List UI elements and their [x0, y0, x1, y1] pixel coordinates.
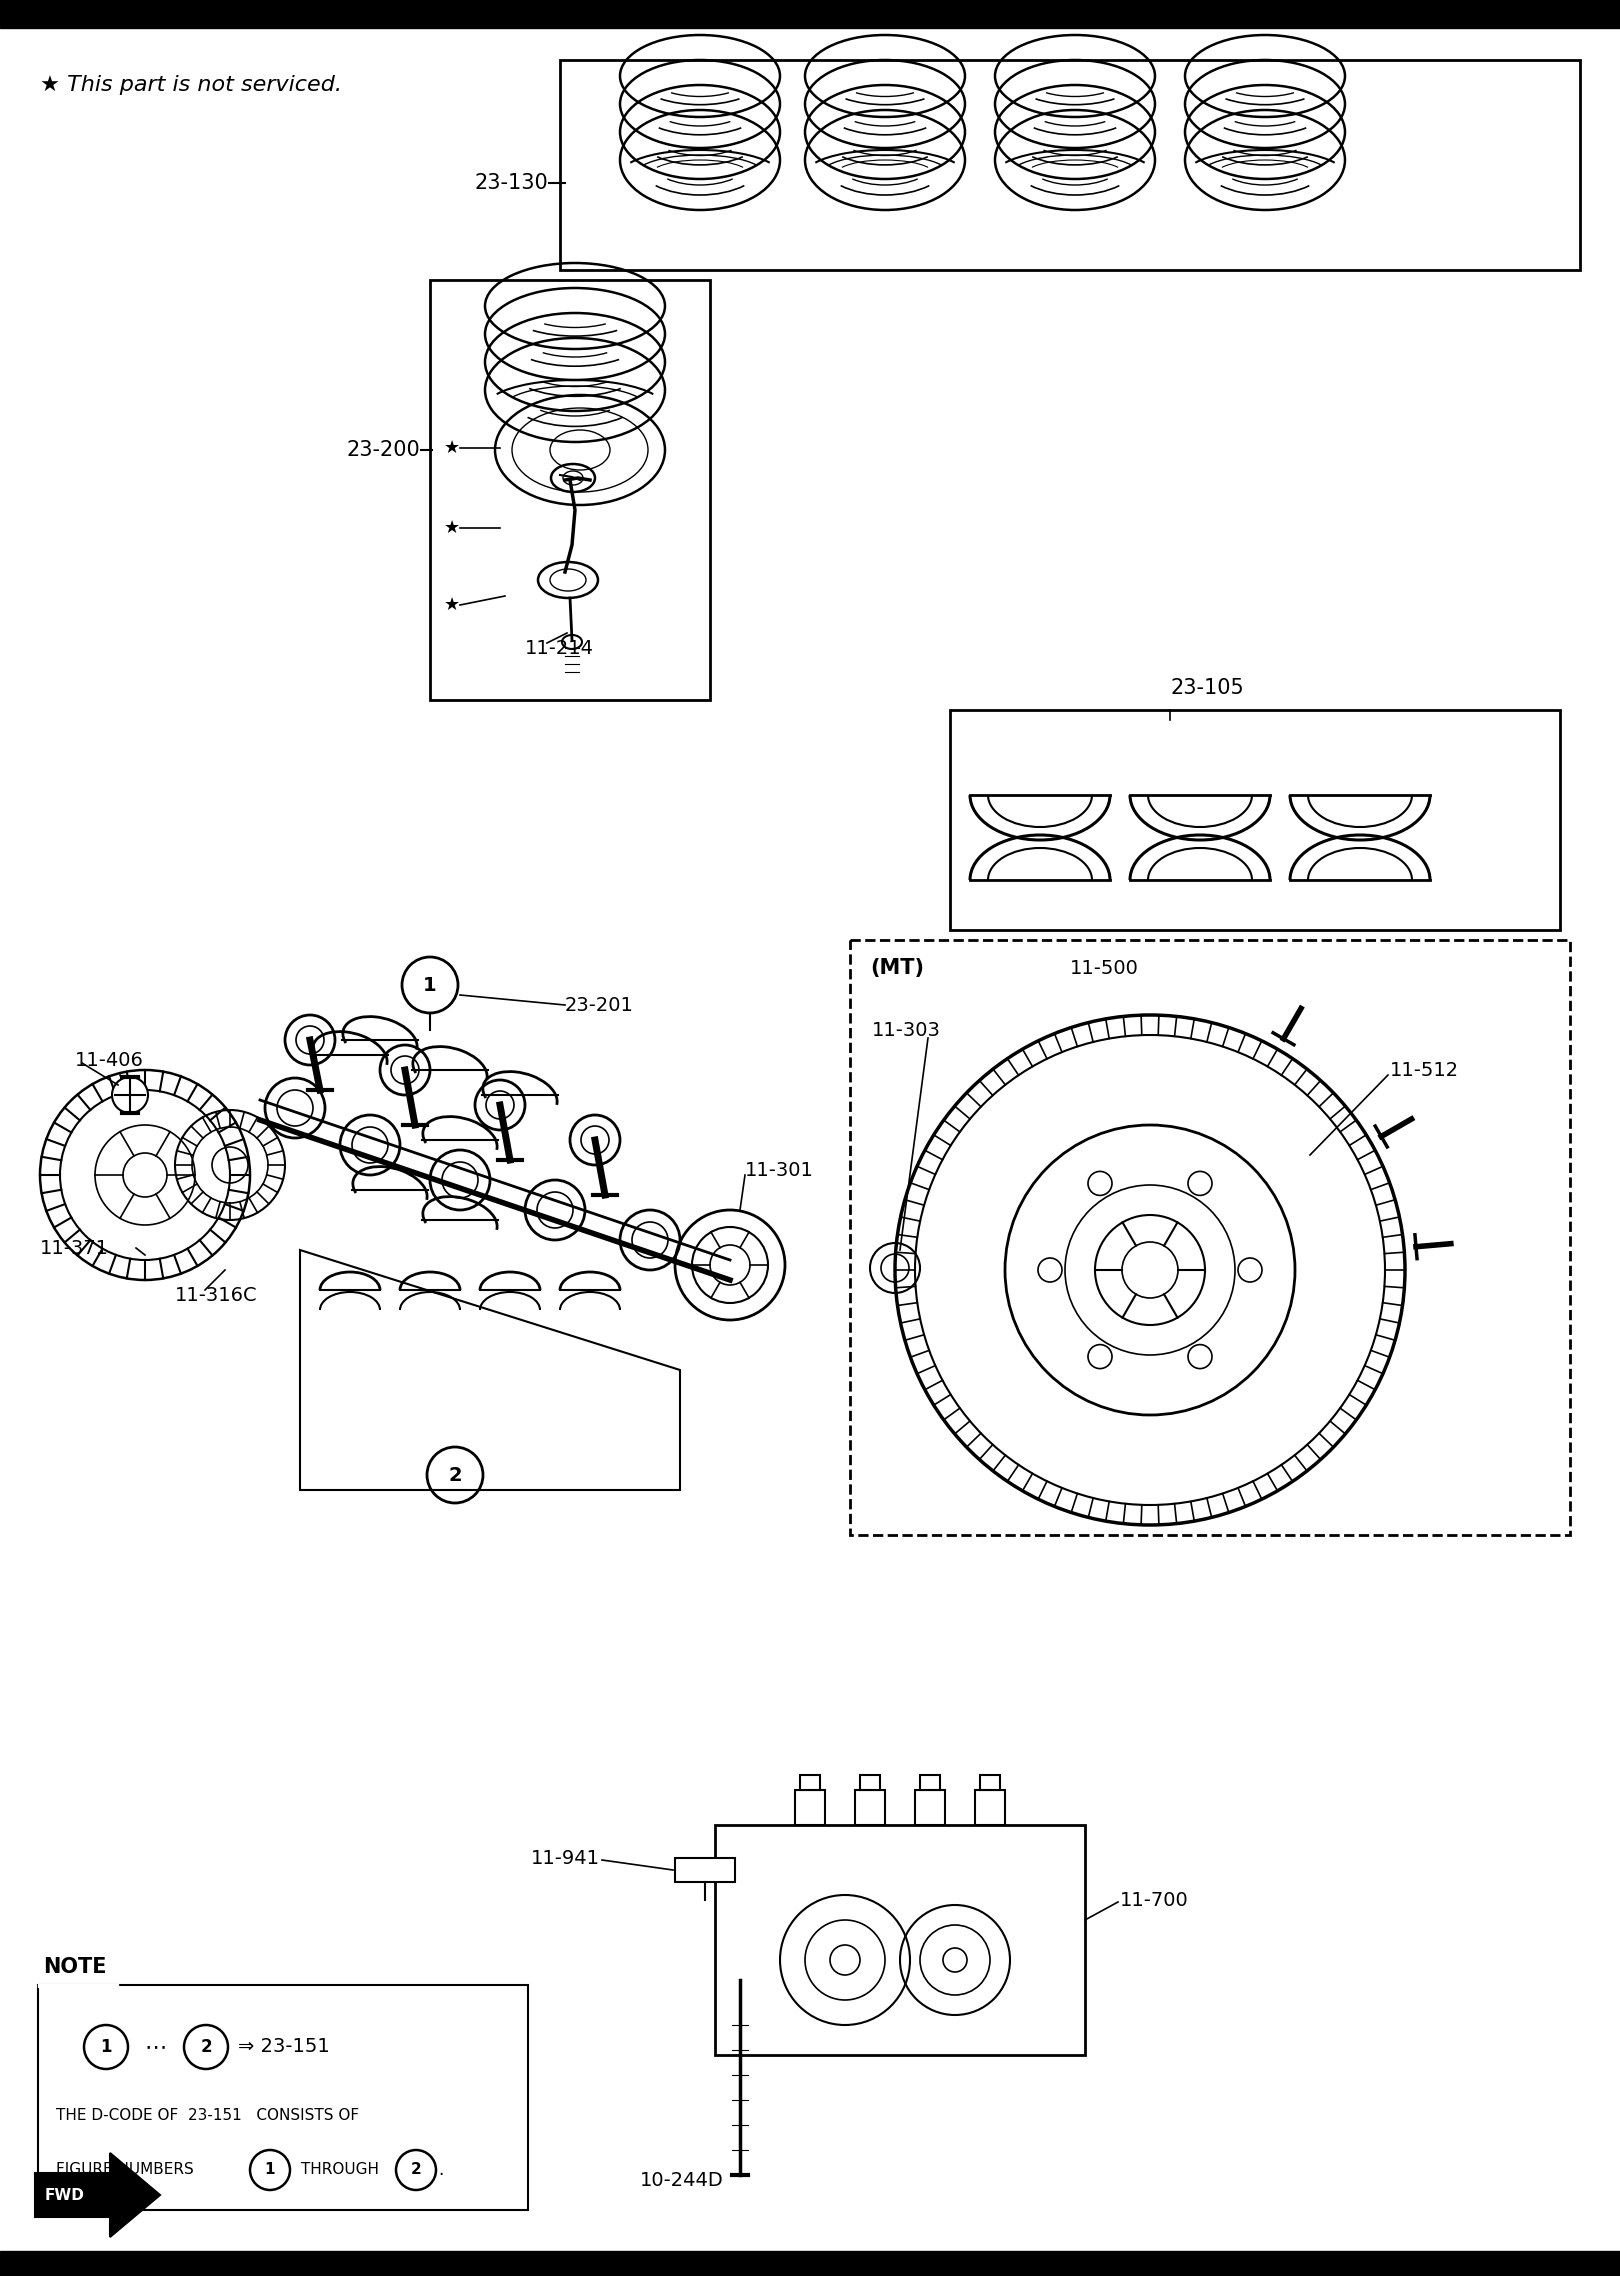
Text: 11-303: 11-303	[872, 1020, 941, 1040]
Bar	[795, 1789, 825, 1825]
Text: 11-371: 11-371	[40, 1238, 109, 1259]
Text: NOTE: NOTE	[44, 1957, 107, 1978]
Bar	[800, 1775, 820, 1789]
Text: 11-512: 11-512	[1390, 1061, 1460, 1079]
Text: 1: 1	[264, 2162, 275, 2178]
Text: 23-130: 23-130	[475, 173, 548, 193]
Polygon shape	[36, 2153, 160, 2237]
Bar	[561, 59, 1580, 271]
Text: (MT): (MT)	[870, 958, 923, 979]
Text: 11-406: 11-406	[75, 1052, 144, 1070]
Bar	[37, 1985, 528, 2210]
Text: 23-200: 23-200	[347, 439, 420, 460]
Bar	[714, 1825, 1085, 2055]
Bar	[850, 940, 1570, 1534]
Text: 11-941: 11-941	[531, 1848, 599, 1869]
Text: ★: ★	[444, 596, 460, 615]
Bar	[920, 1775, 940, 1789]
Text: 2: 2	[449, 1466, 462, 1484]
Text: ★: ★	[444, 519, 460, 537]
Bar	[975, 1789, 1004, 1825]
Text: 11-214: 11-214	[525, 640, 595, 658]
Text: ★: ★	[444, 439, 460, 457]
Text: 1: 1	[423, 976, 437, 995]
Text: 10-244D: 10-244D	[640, 2171, 724, 2190]
Text: 11-301: 11-301	[745, 1161, 813, 1179]
Bar	[915, 1789, 944, 1825]
Text: 2: 2	[201, 2037, 212, 2055]
Bar	[855, 1789, 885, 1825]
Text: THE D-CODE OF  23-151   CONSISTS OF: THE D-CODE OF 23-151 CONSISTS OF	[57, 2108, 360, 2124]
Text: 2: 2	[410, 2162, 421, 2178]
Bar	[980, 1775, 1000, 1789]
Bar	[37, 1985, 118, 1987]
Text: 23-201: 23-201	[565, 995, 633, 1015]
Bar	[860, 1775, 880, 1789]
Text: 11-700: 11-700	[1119, 1891, 1189, 1910]
Bar	[0, 0, 1620, 27]
Circle shape	[112, 1077, 147, 1113]
Text: 11-500: 11-500	[1069, 958, 1139, 976]
Bar	[949, 710, 1560, 931]
Text: FWD: FWD	[45, 2187, 84, 2203]
Bar	[429, 280, 710, 701]
Bar	[676, 1857, 735, 1882]
Text: ★ This part is not serviced.: ★ This part is not serviced.	[40, 75, 342, 96]
Bar	[0, 2251, 1620, 2276]
Text: ⋯: ⋯	[144, 2037, 167, 2058]
Text: FIGURE NUMBERS: FIGURE NUMBERS	[57, 2162, 199, 2178]
Text: 11-316C: 11-316C	[175, 1286, 258, 1304]
Text: ⇒ 23-151: ⇒ 23-151	[238, 2037, 330, 2058]
Text: 1: 1	[100, 2037, 112, 2055]
Text: 23-105: 23-105	[1170, 678, 1244, 699]
Text: .: .	[437, 2160, 444, 2178]
Text: THROUGH: THROUGH	[296, 2162, 384, 2178]
